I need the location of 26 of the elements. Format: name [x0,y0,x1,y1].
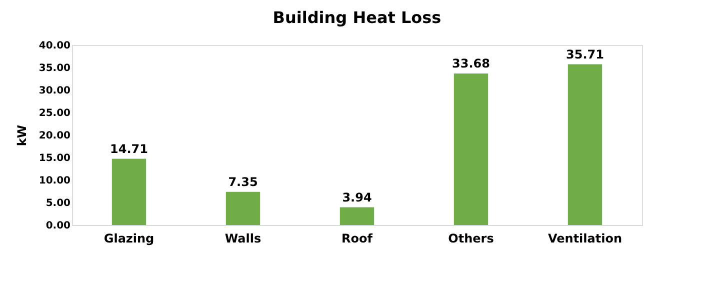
x-tick-label: Roof [342,232,374,246]
chart-title: Building Heat Loss [272,8,442,27]
y-tick-label: 15.00 [38,153,71,164]
data-label: 3.94 [342,190,372,204]
data-label: 7.35 [228,174,258,189]
y-tick-label: 40.00 [38,40,71,52]
x-tick-label: Walls [224,232,262,246]
data-label: 33.68 [452,56,490,70]
y-tick-label: 5.00 [46,198,71,209]
bar [340,207,374,225]
x-tick-label: Ventilation [548,232,622,246]
bar [226,192,260,225]
bar [568,64,602,225]
bar [454,73,488,225]
y-tick-label: 0.00 [46,220,71,232]
y-tick-label: 10.00 [38,176,71,186]
y-tick-label: 30.00 [38,86,71,96]
bar [112,158,146,225]
data-label: 35.71 [566,47,604,62]
y-tick-label: 20.00 [38,130,71,142]
y-axis-title: kW [14,124,29,146]
data-label: 14.71 [110,142,148,156]
x-tick-label: Glazing [104,232,154,246]
y-tick-label: 25.00 [38,108,71,119]
y-tick-label: 35.00 [38,63,71,74]
x-tick-label: Others [448,232,494,246]
